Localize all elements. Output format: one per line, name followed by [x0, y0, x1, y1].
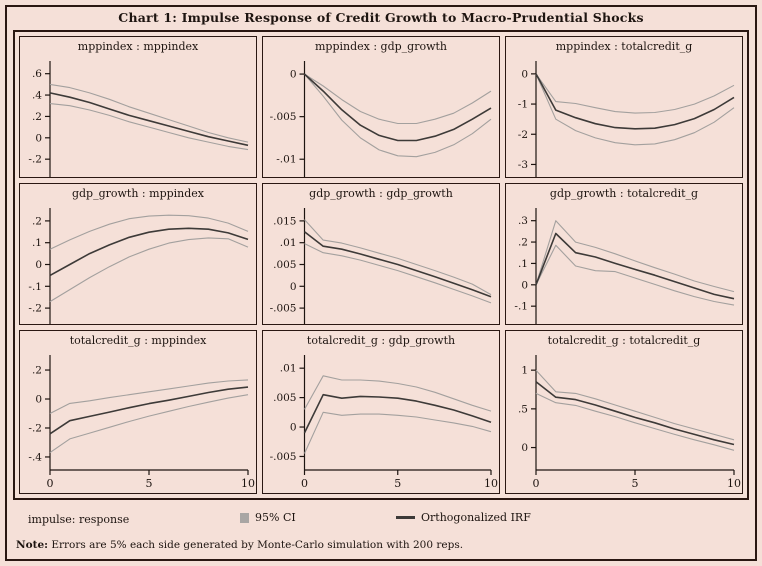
svg-text:.4: .4: [32, 90, 42, 102]
panel-title: mppindex : gdp_growth: [314, 40, 448, 53]
svg-text:.3: .3: [518, 215, 528, 227]
chart-note: Note: Errors are 5% each side generated …: [16, 539, 463, 551]
svg-text:.1: .1: [32, 237, 42, 249]
irf-line-swatch-icon: [396, 516, 415, 519]
svg-text:-.2: -.2: [28, 422, 42, 434]
svg-text:5: 5: [632, 477, 639, 490]
svg-text:1: 1: [521, 364, 528, 376]
panel-title: gdp_growth : totalcredit_g: [549, 186, 699, 200]
panel-plot-area: .015 .01 .005 0 -.005: [263, 204, 499, 324]
svg-text:0: 0: [301, 477, 308, 490]
panel-plot-area: .6 .4 .2 0 -.2: [20, 57, 256, 177]
impulse-response-label: impulse: response: [28, 513, 130, 526]
svg-text:.015: .015: [273, 215, 296, 227]
svg-text:.2: .2: [32, 215, 42, 227]
irf-panel: gdp_growth : gdp_growth .015 .01 .005 0 -.005: [262, 182, 500, 325]
svg-text:.2: .2: [518, 236, 528, 248]
svg-text:-.1: -.1: [28, 281, 42, 293]
svg-text:0: 0: [533, 477, 540, 490]
svg-text:5: 5: [146, 477, 153, 490]
svg-text:0: 0: [35, 259, 42, 271]
svg-text:-2: -2: [518, 129, 528, 141]
svg-text:.005: .005: [273, 392, 296, 404]
svg-text:0: 0: [290, 421, 297, 433]
svg-text:.5: .5: [518, 403, 528, 415]
legend-item-ci: 95% CI: [240, 511, 296, 524]
svg-text:-.2: -.2: [28, 154, 42, 166]
svg-text:-.1: -.1: [514, 300, 528, 312]
note-text: Errors are 5% each side generated by Mon…: [48, 539, 464, 551]
svg-text:0: 0: [521, 442, 528, 454]
svg-text:-.005: -.005: [270, 302, 297, 314]
legend-ci-label: 95% CI: [255, 511, 296, 524]
svg-text:-.4: -.4: [28, 451, 42, 463]
irf-panel: totalcredit_g : totalcredit_g 1 .5 0 0 5 10: [505, 329, 743, 494]
svg-text:0: 0: [35, 132, 42, 144]
svg-text:0: 0: [290, 281, 297, 293]
svg-text:-.01: -.01: [276, 154, 296, 166]
svg-text:10: 10: [484, 477, 498, 490]
irf-panel: gdp_growth : totalcredit_g .3 .2 .1 0 -.1: [505, 182, 743, 325]
svg-text:10: 10: [727, 477, 741, 490]
svg-text:.01: .01: [280, 237, 297, 249]
svg-text:-3: -3: [518, 159, 528, 171]
svg-text:0: 0: [521, 68, 528, 80]
panel-title: totalcredit_g : totalcredit_g: [547, 333, 701, 347]
svg-text:0: 0: [290, 69, 297, 81]
svg-text:10: 10: [241, 477, 255, 490]
irf-panel: mppindex : mppindex .6 .4 .2 0 -.2: [19, 36, 257, 178]
svg-text:0: 0: [35, 393, 42, 405]
svg-text:-.005: -.005: [270, 111, 297, 123]
note-prefix: Note:: [16, 539, 49, 551]
irf-panel: mppindex : totalcredit_g 0 -1 -2 -3: [505, 36, 743, 178]
svg-text:5: 5: [394, 477, 401, 490]
svg-text:-.005: -.005: [270, 450, 297, 462]
svg-text:.6: .6: [32, 68, 42, 80]
panel-plot-area: .01 .005 0 -.005 0 5 10: [263, 351, 499, 493]
svg-text:-.2: -.2: [28, 302, 42, 314]
svg-text:.2: .2: [32, 364, 42, 376]
panel-title: totalcredit_g : gdp_growth: [306, 333, 456, 347]
irf-panel-grid: mppindex : mppindex .6.4.2 0 -.2 mppindex : …: [13, 30, 749, 500]
ci-swatch-icon: [240, 512, 249, 523]
svg-text:-1: -1: [518, 99, 528, 111]
panel-title: mppindex : totalcredit_g: [555, 40, 693, 53]
svg-text:.005: .005: [273, 259, 296, 271]
svg-text:.01: .01: [280, 362, 297, 374]
svg-text:.2: .2: [32, 111, 42, 123]
irf-panel: totalcredit_g : mppindex .2 0 -.2 -.4 0 5 10: [19, 329, 257, 494]
panel-plot-area: .2 0 -.2 -.4 0 5 10: [20, 351, 256, 493]
panel-plot-area: .2 .1 0 -.1 -.2: [20, 204, 256, 324]
irf-panel: mppindex : gdp_growth 0 -.005 -.01: [262, 36, 500, 178]
panel-title: gdp_growth : gdp_growth: [309, 186, 453, 200]
panel-title: gdp_growth : mppindex: [71, 186, 205, 200]
svg-text:0: 0: [47, 477, 54, 490]
svg-text:0: 0: [521, 279, 528, 291]
irf-panel: totalcredit_g : gdp_growth .01 .005 0 -.005 0…: [262, 329, 500, 494]
irf-panel: gdp_growth : mppindex .2 .1 0 -.1 -.2: [19, 182, 257, 325]
panel-title: mppindex : mppindex: [77, 40, 199, 53]
chart-title: Chart 1: Impulse Response of Credit Grow…: [118, 10, 644, 25]
panel-title: totalcredit_g : mppindex: [69, 333, 207, 347]
panel-plot-area: 0 -1 -2 -3: [506, 57, 742, 177]
panel-plot-area: .3 .2 .1 0 -.1: [506, 204, 742, 324]
svg-text:.1: .1: [518, 258, 528, 270]
panel-plot-area: 1 .5 0 0 5 10: [506, 351, 742, 493]
legend-item-irf: Orthogonalized IRF: [396, 511, 531, 524]
legend-irf-label: Orthogonalized IRF: [421, 511, 531, 524]
panel-plot-area: 0 -.005 -.01: [263, 57, 499, 177]
